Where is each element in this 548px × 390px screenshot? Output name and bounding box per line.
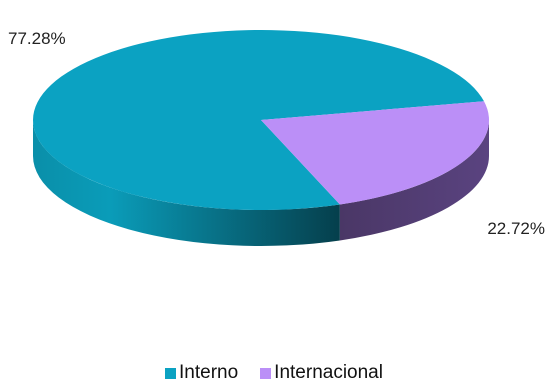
legend-label-internacional: Internacional [274, 362, 383, 383]
legend-item-internacional: Internacional [260, 362, 383, 384]
data-label-internacional: 22.72% [487, 219, 545, 238]
pie-data-labels: 77.28% 22.72% [8, 29, 545, 238]
legend-item-interno: Interno [165, 362, 238, 384]
legend: Interno Internacional [0, 362, 548, 384]
legend-swatch-internacional [260, 367, 272, 379]
data-label-interno: 77.28% [8, 29, 66, 48]
pie-slice-interno [33, 30, 484, 211]
pie-side-internacional [339, 120, 489, 241]
legend-label-interno: Interno [179, 362, 239, 383]
pie-tops [33, 30, 490, 211]
pie-slice-internacional [261, 101, 490, 205]
pie-sides [33, 120, 489, 247]
legend-swatch-interno [165, 367, 177, 379]
pie-side-interno [33, 120, 340, 247]
